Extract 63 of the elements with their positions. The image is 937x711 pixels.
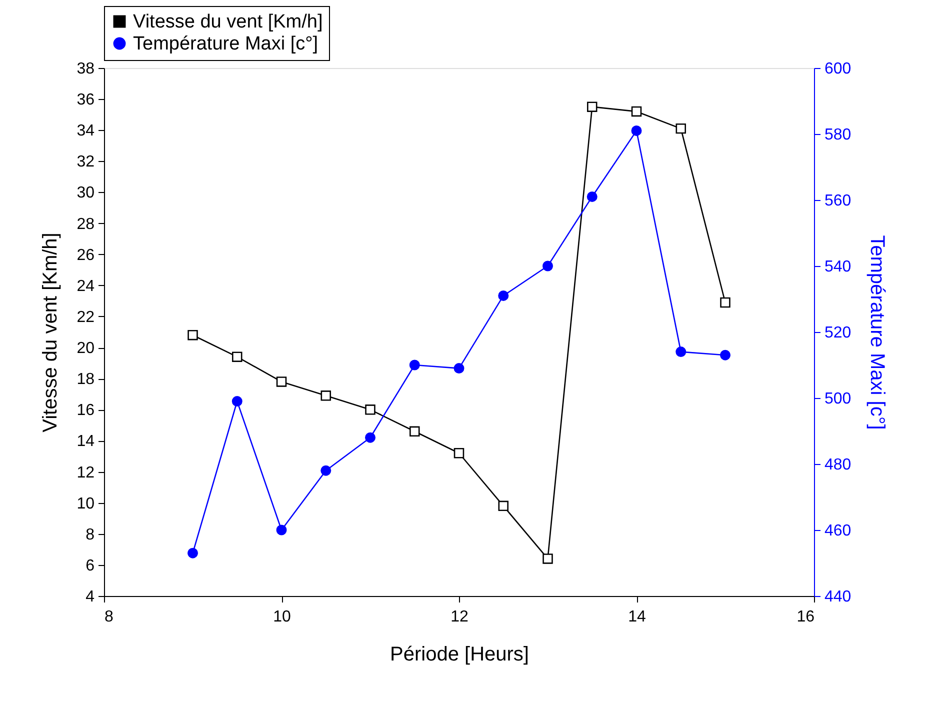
y-tick-label: 36 <box>76 92 95 109</box>
point <box>410 426 420 437</box>
point <box>409 360 420 370</box>
y2-tick-label: 480 <box>824 456 852 474</box>
point <box>676 346 686 358</box>
y2-tick-label: 560 <box>824 192 852 210</box>
y-tick-label: 8 <box>86 526 95 544</box>
point <box>232 396 242 407</box>
legend-label: Température Maxi [c°] <box>133 34 318 54</box>
point <box>498 290 509 301</box>
y2-axis-title: Température Maxi [c°] <box>866 235 888 430</box>
y-tick-label: 10 <box>76 495 95 512</box>
point <box>587 102 598 112</box>
y2-tick-label: 520 <box>824 324 852 342</box>
point <box>320 390 331 401</box>
y-tick-label: 16 <box>76 402 95 420</box>
point <box>498 500 508 512</box>
point <box>276 376 287 387</box>
point <box>586 191 598 202</box>
x-axis-title: Période [Heurs] <box>390 644 529 666</box>
y-tick-label: 22 <box>76 308 95 326</box>
point <box>631 125 642 136</box>
y-tick-label: 38 <box>76 60 95 78</box>
point <box>542 554 553 564</box>
point <box>542 260 553 272</box>
legend-label: Vitesse du vent [Km/h] <box>133 12 323 32</box>
point <box>676 123 686 134</box>
y-tick-label: 6 <box>86 557 95 574</box>
y-tick-label: 32 <box>76 154 95 171</box>
point <box>365 404 376 415</box>
point <box>188 548 198 558</box>
y2-tick-label: 500 <box>824 390 852 408</box>
y2-tick-label: 440 <box>824 588 852 606</box>
y-tick-label: 12 <box>76 464 95 482</box>
y-tick-label: 30 <box>76 184 95 202</box>
point <box>720 297 730 308</box>
y2-tick-label: 540 <box>824 258 852 276</box>
point <box>720 350 730 360</box>
point <box>631 106 642 117</box>
y-tick-label: 4 <box>86 588 95 606</box>
y-axis-title: Vitesse du vent [Km/h] <box>40 232 62 432</box>
y-tick-label: 14 <box>76 433 95 450</box>
point <box>276 524 287 536</box>
point <box>320 465 332 476</box>
y-tick-label: 28 <box>76 216 95 233</box>
point <box>454 363 464 374</box>
y-tick-label: 34 <box>76 122 95 140</box>
point <box>232 352 242 362</box>
x-tick-label: 12 <box>450 608 468 626</box>
y-tick-label: 20 <box>76 340 95 358</box>
y2-tick-label: 580 <box>824 126 852 144</box>
y2-tick-label: 460 <box>824 522 852 540</box>
point <box>188 330 198 340</box>
y2-tick-label: 600 <box>824 60 852 78</box>
y-tick-label: 24 <box>76 278 95 295</box>
x-tick-label: 10 <box>273 608 291 626</box>
y-tick-label: 26 <box>76 246 95 264</box>
point <box>365 432 376 443</box>
y-tick-label: 18 <box>76 371 95 388</box>
x-tick-label: 8 <box>104 608 114 626</box>
point <box>454 448 464 458</box>
x-tick-label: 14 <box>628 608 646 626</box>
x-tick-label: 16 <box>796 608 815 626</box>
